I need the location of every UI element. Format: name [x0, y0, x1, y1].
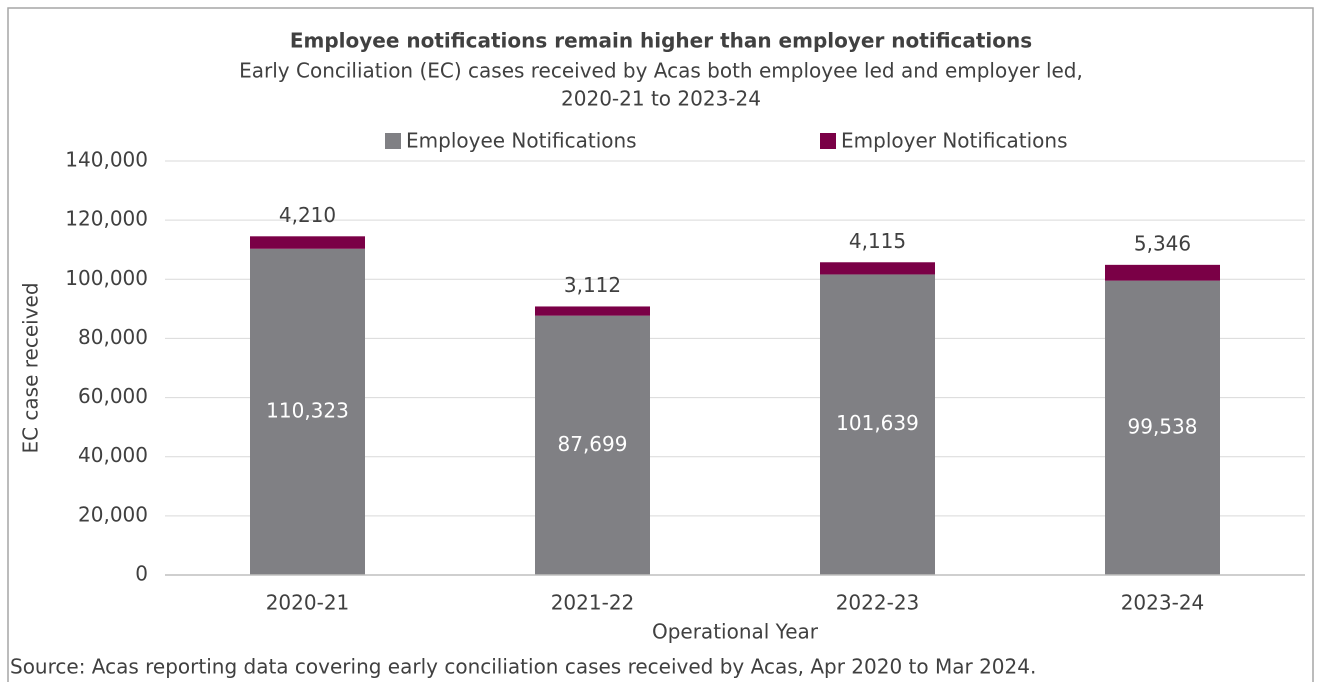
y-tick-label: 120,000	[65, 207, 148, 231]
bar-segment	[1105, 264, 1220, 281]
y-tick-label: 100,000	[65, 266, 148, 290]
x-axis-title: Operational Year	[652, 620, 819, 644]
y-tick-label: 20,000	[78, 502, 148, 526]
data-label: 101,639	[836, 411, 919, 435]
bar-segment	[535, 315, 650, 575]
chart-subtitle: 2020-21 to 2023-24	[561, 87, 761, 111]
chart-title: Employee notifications remain higher tha…	[290, 29, 1032, 53]
y-tick-label: 40,000	[78, 443, 148, 467]
bar-segment	[1105, 280, 1220, 575]
y-tick-label: 140,000	[65, 148, 148, 172]
legend-swatch	[820, 133, 836, 149]
bar-segment	[820, 262, 935, 275]
legend-label: Employer Notifications	[841, 129, 1068, 153]
x-tick-label: 2021-22	[551, 591, 635, 615]
bar-segment	[535, 306, 650, 316]
chart-frame	[7, 7, 1314, 682]
legend-swatch	[385, 133, 401, 149]
x-tick-label: 2023-24	[1121, 591, 1205, 615]
y-tick-label: 80,000	[78, 325, 148, 349]
x-tick-label: 2020-21	[266, 591, 350, 615]
data-label: 3,112	[564, 273, 621, 297]
data-label: 87,699	[558, 432, 628, 456]
y-tick-label: 60,000	[78, 384, 148, 408]
data-label: 99,538	[1128, 414, 1198, 438]
data-label: 5,346	[1134, 231, 1191, 255]
source-note: Source: Acas reporting data covering ear…	[10, 655, 1036, 679]
x-tick-label: 2022-23	[836, 591, 920, 615]
data-label: 110,323	[266, 398, 349, 422]
data-label: 4,210	[279, 203, 336, 227]
bar-segment	[820, 274, 935, 575]
bar-segment	[250, 236, 365, 249]
data-label: 4,115	[849, 229, 906, 253]
y-axis-title: EC case received	[19, 282, 43, 453]
legend-label: Employee Notifications	[406, 129, 637, 153]
y-tick-label: 0	[135, 562, 148, 586]
bar-segment	[250, 248, 365, 575]
chart-subtitle: Early Conciliation (EC) cases received b…	[239, 59, 1083, 83]
